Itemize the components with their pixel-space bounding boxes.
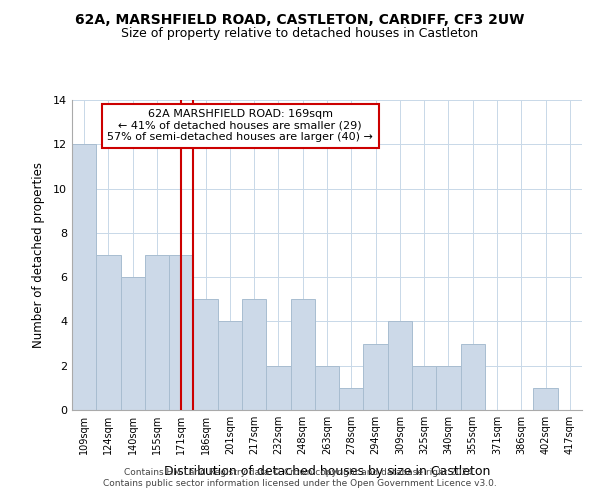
Text: Size of property relative to detached houses in Castleton: Size of property relative to detached ho…	[121, 28, 479, 40]
Bar	[461, 344, 485, 410]
Bar	[315, 366, 339, 410]
Bar	[364, 344, 388, 410]
Bar	[412, 366, 436, 410]
Bar	[388, 322, 412, 410]
Bar	[339, 388, 364, 410]
Bar	[72, 144, 96, 410]
Text: 62A MARSHFIELD ROAD: 169sqm
← 41% of detached houses are smaller (29)
57% of sem: 62A MARSHFIELD ROAD: 169sqm ← 41% of det…	[107, 110, 373, 142]
Bar	[290, 300, 315, 410]
Bar	[96, 255, 121, 410]
Bar	[169, 255, 193, 410]
Text: Contains HM Land Registry data © Crown copyright and database right 2024.
Contai: Contains HM Land Registry data © Crown c…	[103, 468, 497, 487]
Bar	[533, 388, 558, 410]
Text: 62A, MARSHFIELD ROAD, CASTLETON, CARDIFF, CF3 2UW: 62A, MARSHFIELD ROAD, CASTLETON, CARDIFF…	[76, 12, 524, 26]
Bar	[193, 300, 218, 410]
X-axis label: Distribution of detached houses by size in Castleton: Distribution of detached houses by size …	[164, 466, 490, 478]
Bar	[242, 300, 266, 410]
Bar	[121, 277, 145, 410]
Bar	[266, 366, 290, 410]
Bar	[145, 255, 169, 410]
Bar	[218, 322, 242, 410]
Bar	[436, 366, 461, 410]
Y-axis label: Number of detached properties: Number of detached properties	[32, 162, 44, 348]
